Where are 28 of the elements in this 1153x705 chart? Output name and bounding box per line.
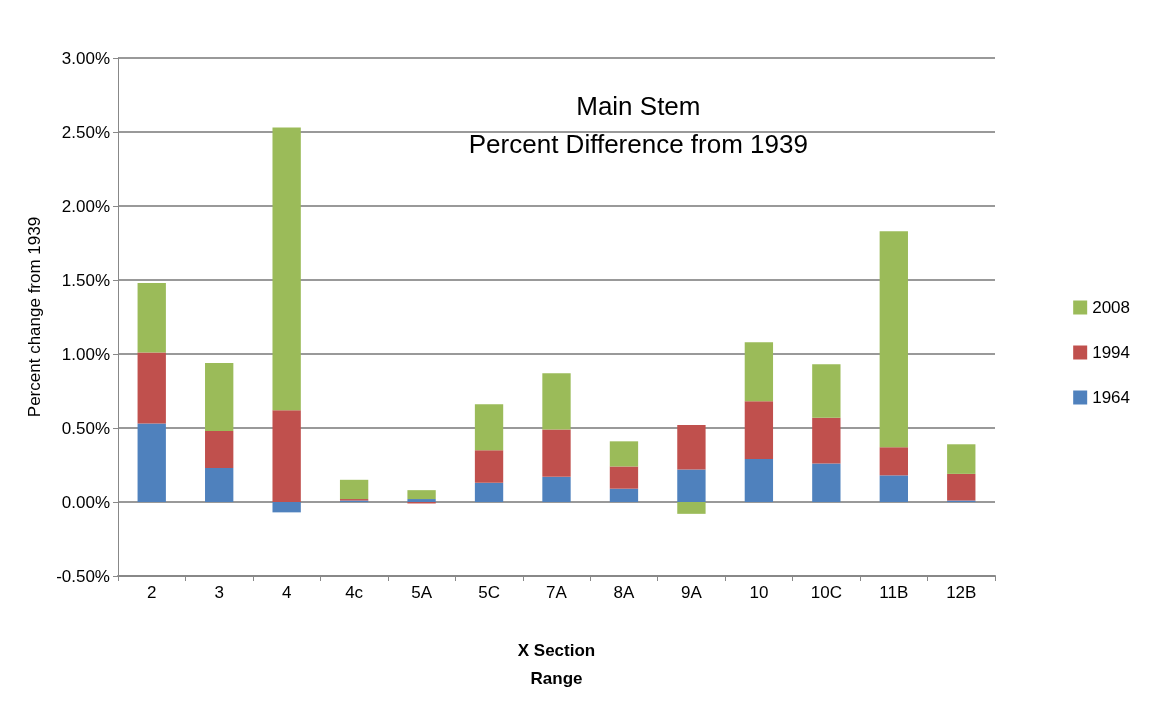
y-tick-label: 0.00% [61,492,110,512]
x-tick-label: 8A [613,583,636,602]
x-tick-label: 3 [214,583,224,602]
x-tick-label: 4c [345,583,364,602]
y-tick-label: 1.00% [61,344,110,364]
text: Main Stem [576,91,701,121]
y-tick-label: 1.50% [61,270,110,290]
y-tick-label: 2.50% [61,122,110,142]
x-axis-title: X Section Range [517,640,596,688]
x-tick-label: 10C [810,583,842,602]
legend-label: 1964 [1092,388,1131,407]
y-tick-label: -0.50% [56,566,110,586]
x-tick-label: 12B [946,583,977,602]
legend-label: 1994 [1092,343,1131,362]
x-tick-label: 9A [681,583,703,602]
y-axis-title: Percent change from 1939 [25,216,44,418]
x-tick-label: 2 [147,583,157,602]
y-tick-label: 2.00% [61,196,110,216]
x-tick-label: 11B [879,583,909,602]
x-tick-label: 4 [281,583,292,602]
text: Percent Difference from 1939 [468,129,808,159]
y-tick-label: 0.50% [61,418,110,438]
x-tick-label: 5A [411,583,433,602]
x-tick-label: 10 [749,583,769,602]
y-tick-label: 3.00% [61,48,110,68]
legend-label: 2008 [1092,298,1131,317]
x-tick-label: 7A [546,583,568,602]
x-tick-label: 5C [478,583,500,602]
